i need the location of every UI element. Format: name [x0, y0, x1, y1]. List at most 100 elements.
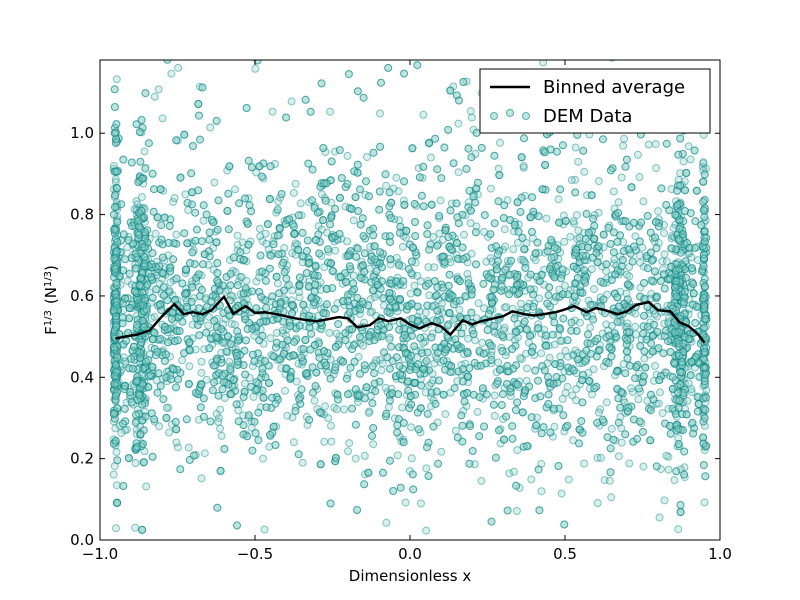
dem-point — [136, 350, 144, 359]
dem-point — [602, 320, 611, 329]
dem-point — [172, 438, 181, 447]
dem-point — [684, 310, 693, 319]
scatter-series — [109, 60, 711, 535]
dem-point — [421, 388, 430, 397]
dem-point — [633, 150, 642, 159]
dem-point — [447, 245, 455, 254]
dem-point — [490, 411, 499, 420]
dem-point — [151, 229, 160, 238]
dem-point — [493, 257, 502, 266]
dem-point — [465, 422, 474, 431]
dem-point — [133, 254, 142, 263]
dem-point — [131, 523, 140, 532]
dem-point — [387, 293, 396, 302]
dem-point — [156, 334, 165, 343]
dem-point — [206, 417, 215, 426]
dem-point — [574, 157, 583, 166]
dem-point — [213, 370, 222, 379]
dem-point — [676, 198, 685, 207]
dem-point — [164, 251, 173, 260]
dem-point — [652, 345, 661, 354]
dem-point — [256, 325, 265, 334]
dem-point — [227, 335, 236, 344]
dem-point — [509, 467, 518, 476]
dem-point — [132, 410, 140, 419]
dem-point — [503, 362, 512, 370]
dem-point — [297, 345, 306, 354]
dem-point — [460, 230, 468, 239]
dem-point — [455, 343, 464, 352]
dem-point — [399, 435, 408, 444]
dem-point — [548, 238, 557, 247]
dem-point — [326, 220, 334, 229]
dem-point — [354, 398, 362, 406]
dem-point — [640, 311, 649, 320]
dem-point — [652, 370, 661, 379]
dem-point — [676, 294, 685, 303]
dem-point — [111, 191, 120, 200]
dem-point — [602, 278, 611, 287]
dem-point — [568, 391, 577, 400]
dem-point — [170, 316, 178, 325]
dem-point — [289, 188, 298, 197]
dem-point — [577, 270, 586, 278]
dem-point — [676, 134, 685, 143]
dem-point — [700, 498, 709, 507]
dem-point — [552, 147, 561, 156]
dem-point — [332, 405, 341, 414]
dem-point — [671, 247, 680, 256]
dem-point — [356, 333, 364, 342]
dem-point — [547, 253, 556, 262]
dem-point — [244, 156, 253, 165]
dem-point — [113, 205, 122, 214]
dem-point — [152, 285, 161, 294]
dem-point — [690, 146, 699, 155]
dem-point — [550, 340, 559, 349]
dem-point — [508, 345, 517, 353]
dem-point — [671, 260, 679, 268]
dem-point — [625, 272, 634, 281]
dem-point — [656, 465, 665, 474]
dem-point — [519, 163, 528, 172]
dem-point — [357, 334, 366, 343]
dem-point — [368, 431, 376, 440]
dem-point — [231, 345, 240, 354]
dem-point — [417, 499, 425, 508]
dem-point — [291, 239, 300, 248]
dem-point — [136, 391, 145, 400]
dem-point — [636, 258, 645, 267]
dem-point — [453, 377, 462, 386]
dem-point — [358, 214, 367, 223]
dem-point — [174, 375, 183, 384]
dem-point — [123, 277, 132, 285]
dem-point — [112, 314, 120, 322]
dem-point — [589, 214, 598, 223]
dem-point — [480, 422, 489, 431]
dem-point — [602, 275, 611, 284]
dem-point — [110, 237, 119, 246]
dem-point — [135, 171, 144, 180]
dem-point — [189, 246, 198, 255]
dem-point — [691, 363, 699, 372]
dem-point — [496, 138, 504, 147]
dem-point — [233, 240, 242, 249]
dem-point — [137, 116, 146, 124]
dem-point — [302, 246, 311, 255]
dem-point — [449, 159, 458, 168]
dem-point — [426, 153, 435, 162]
dem-point — [653, 312, 662, 321]
dem-point — [433, 306, 442, 315]
dem-point — [132, 425, 141, 434]
dem-point — [172, 230, 181, 239]
dem-point — [135, 204, 144, 212]
dem-point — [159, 374, 168, 383]
dem-point — [486, 184, 495, 193]
dem-point — [178, 317, 187, 326]
dem-point — [193, 272, 202, 281]
dem-point — [111, 266, 120, 274]
dem-point — [497, 343, 506, 352]
dem-point — [623, 319, 632, 328]
dem-point — [132, 211, 141, 219]
dem-point — [455, 255, 464, 264]
dem-point — [162, 403, 171, 412]
